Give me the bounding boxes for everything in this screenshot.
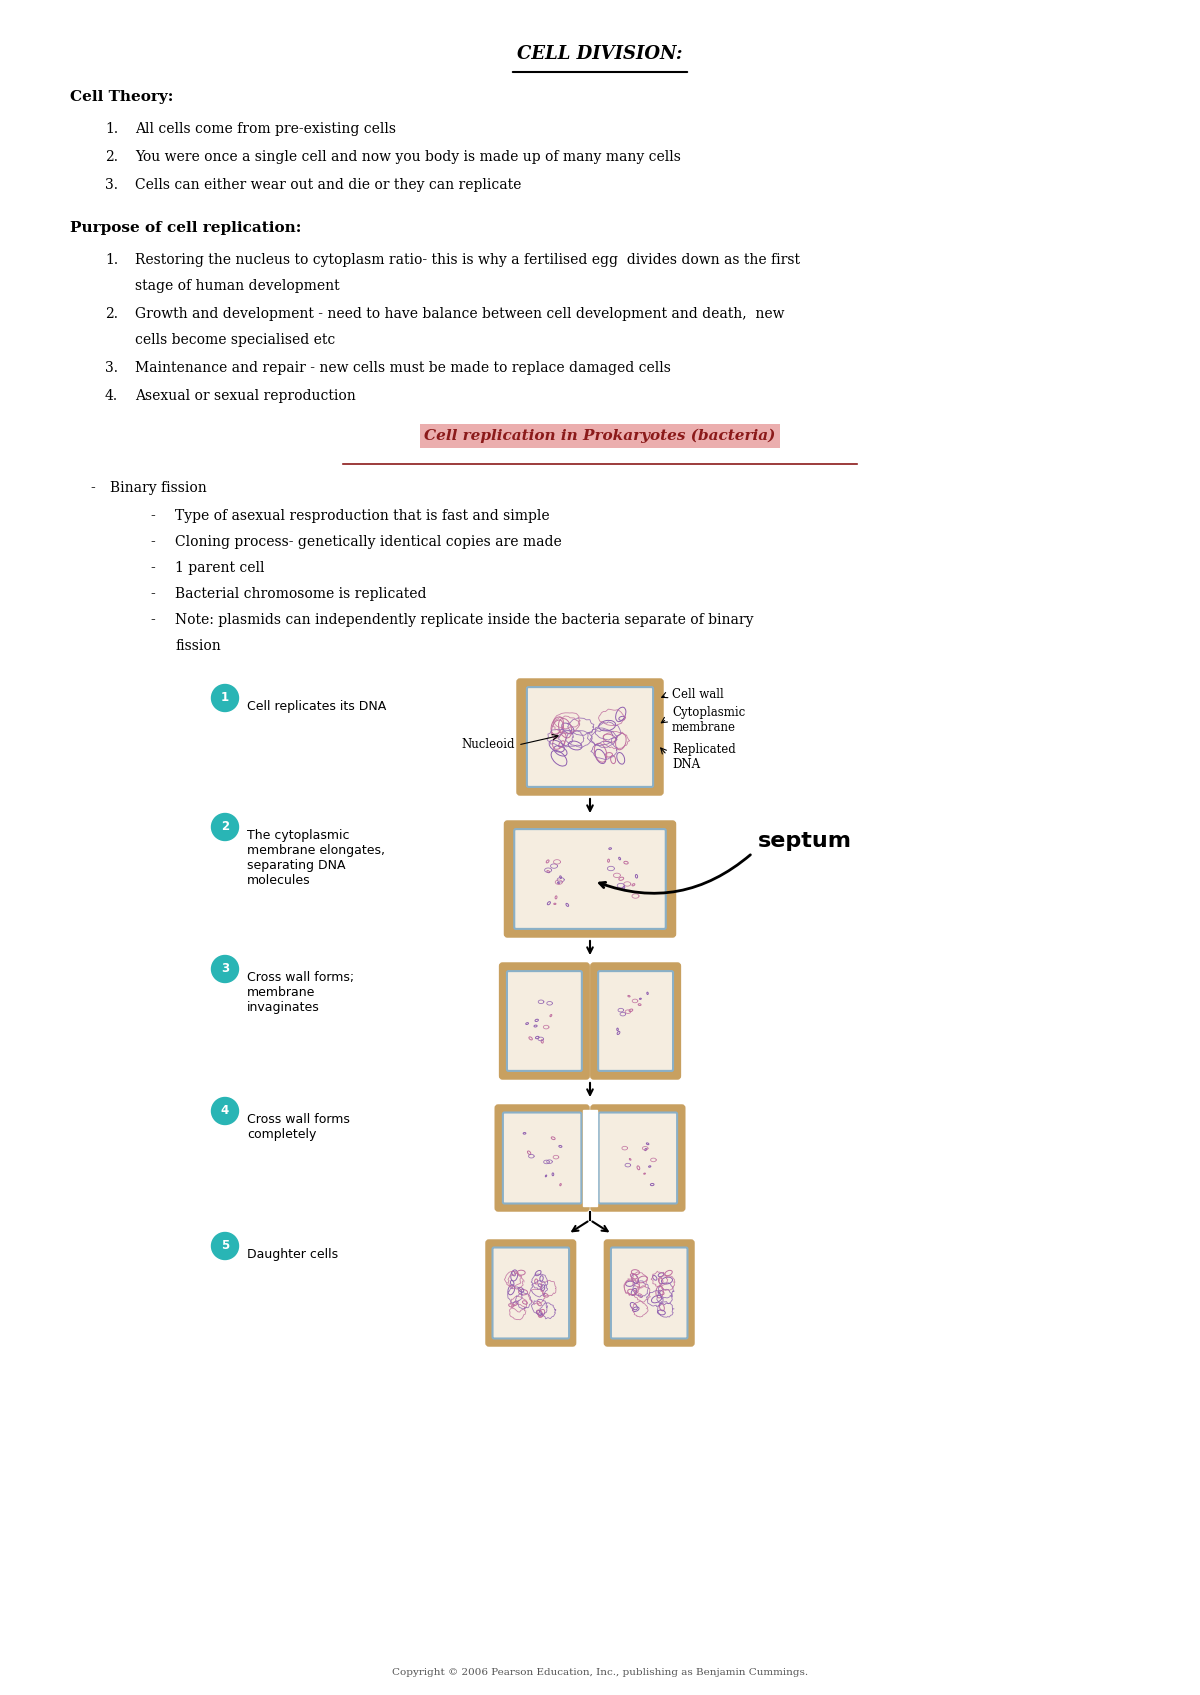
Text: CELL DIVISION:: CELL DIVISION: (517, 46, 683, 63)
FancyBboxPatch shape (598, 971, 673, 1071)
Text: 1: 1 (221, 692, 229, 705)
Text: 4.: 4. (106, 388, 118, 403)
Text: 2.: 2. (106, 307, 118, 320)
Circle shape (211, 685, 239, 712)
Text: 5: 5 (221, 1239, 229, 1253)
Text: 2: 2 (221, 820, 229, 834)
Text: cells become specialised etc: cells become specialised etc (134, 332, 335, 347)
FancyBboxPatch shape (527, 686, 653, 786)
Text: Cells can either wear out and die or they can replicate: Cells can either wear out and die or the… (134, 178, 521, 192)
Text: -: - (150, 561, 155, 575)
Text: 4: 4 (221, 1105, 229, 1117)
Text: Nucleoid: Nucleoid (462, 739, 515, 751)
FancyBboxPatch shape (505, 822, 674, 936)
FancyBboxPatch shape (592, 964, 679, 1078)
Text: 3.: 3. (106, 361, 118, 375)
FancyBboxPatch shape (592, 1107, 684, 1210)
Text: -: - (90, 481, 95, 495)
Bar (583, 1110, 598, 1207)
Text: Copyright © 2006 Pearson Education, Inc., publishing as Benjamin Cummings.: Copyright © 2006 Pearson Education, Inc.… (392, 1668, 808, 1676)
Text: Replicated
DNA: Replicated DNA (672, 742, 736, 771)
Text: Cross wall forms;
membrane
invaginates: Cross wall forms; membrane invaginates (247, 971, 354, 1014)
Text: Type of asexual resproduction that is fast and simple: Type of asexual resproduction that is fa… (175, 508, 550, 524)
FancyBboxPatch shape (503, 1112, 581, 1203)
Text: -: - (150, 536, 155, 549)
Circle shape (211, 1097, 239, 1124)
Text: You were once a single cell and now you body is made up of many many cells: You were once a single cell and now you … (134, 149, 680, 164)
FancyBboxPatch shape (611, 1248, 688, 1339)
FancyBboxPatch shape (606, 1241, 694, 1346)
Text: Note: plasmids can independently replicate inside the bacteria separate of binar: Note: plasmids can independently replica… (175, 614, 754, 627)
Text: Purpose of cell replication:: Purpose of cell replication: (70, 220, 301, 236)
FancyBboxPatch shape (506, 971, 582, 1071)
Text: Cell wall: Cell wall (672, 688, 724, 702)
Text: 1.: 1. (106, 253, 118, 268)
Text: Bacterial chromosome is replicated: Bacterial chromosome is replicated (175, 586, 426, 602)
Circle shape (211, 956, 239, 983)
FancyBboxPatch shape (500, 964, 588, 1078)
Circle shape (211, 814, 239, 841)
Text: Binary fission: Binary fission (110, 481, 206, 495)
Text: septum: septum (757, 831, 852, 851)
Text: -: - (150, 586, 155, 602)
Text: All cells come from pre-existing cells: All cells come from pre-existing cells (134, 122, 396, 136)
Text: stage of human development: stage of human development (134, 280, 340, 293)
Text: Cross wall forms
completely: Cross wall forms completely (247, 1114, 350, 1141)
Text: -: - (150, 614, 155, 627)
Text: Growth and development - need to have balance between cell development and death: Growth and development - need to have ba… (134, 307, 785, 320)
FancyBboxPatch shape (497, 1107, 588, 1210)
Text: 3.: 3. (106, 178, 118, 192)
FancyBboxPatch shape (515, 829, 666, 929)
FancyBboxPatch shape (518, 680, 662, 793)
Text: -: - (150, 508, 155, 524)
Text: The cytoplasmic
membrane elongates,
separating DNA
molecules: The cytoplasmic membrane elongates, sepa… (247, 829, 385, 886)
Text: 1.: 1. (106, 122, 118, 136)
Text: fission: fission (175, 639, 221, 653)
Text: Cell replication in Prokaryotes (bacteria): Cell replication in Prokaryotes (bacteri… (425, 429, 775, 444)
FancyBboxPatch shape (492, 1248, 569, 1339)
Text: Asexual or sexual reproduction: Asexual or sexual reproduction (134, 388, 355, 403)
Text: Cloning process- genetically identical copies are made: Cloning process- genetically identical c… (175, 536, 562, 549)
Text: Restoring the nucleus to cytoplasm ratio- this is why a fertilised egg  divides : Restoring the nucleus to cytoplasm ratio… (134, 253, 800, 268)
Text: Daughter cells: Daughter cells (247, 1248, 338, 1261)
FancyBboxPatch shape (599, 1112, 677, 1203)
Text: Maintenance and repair - new cells must be made to replace damaged cells: Maintenance and repair - new cells must … (134, 361, 671, 375)
FancyBboxPatch shape (487, 1241, 575, 1346)
Text: Cytoplasmic
membrane: Cytoplasmic membrane (672, 707, 745, 734)
Text: 2.: 2. (106, 149, 118, 164)
Text: Cell Theory:: Cell Theory: (70, 90, 173, 103)
Text: Cell replicates its DNA: Cell replicates its DNA (247, 700, 386, 714)
Circle shape (211, 1232, 239, 1259)
Text: 1 parent cell: 1 parent cell (175, 561, 264, 575)
Text: 3: 3 (221, 963, 229, 976)
